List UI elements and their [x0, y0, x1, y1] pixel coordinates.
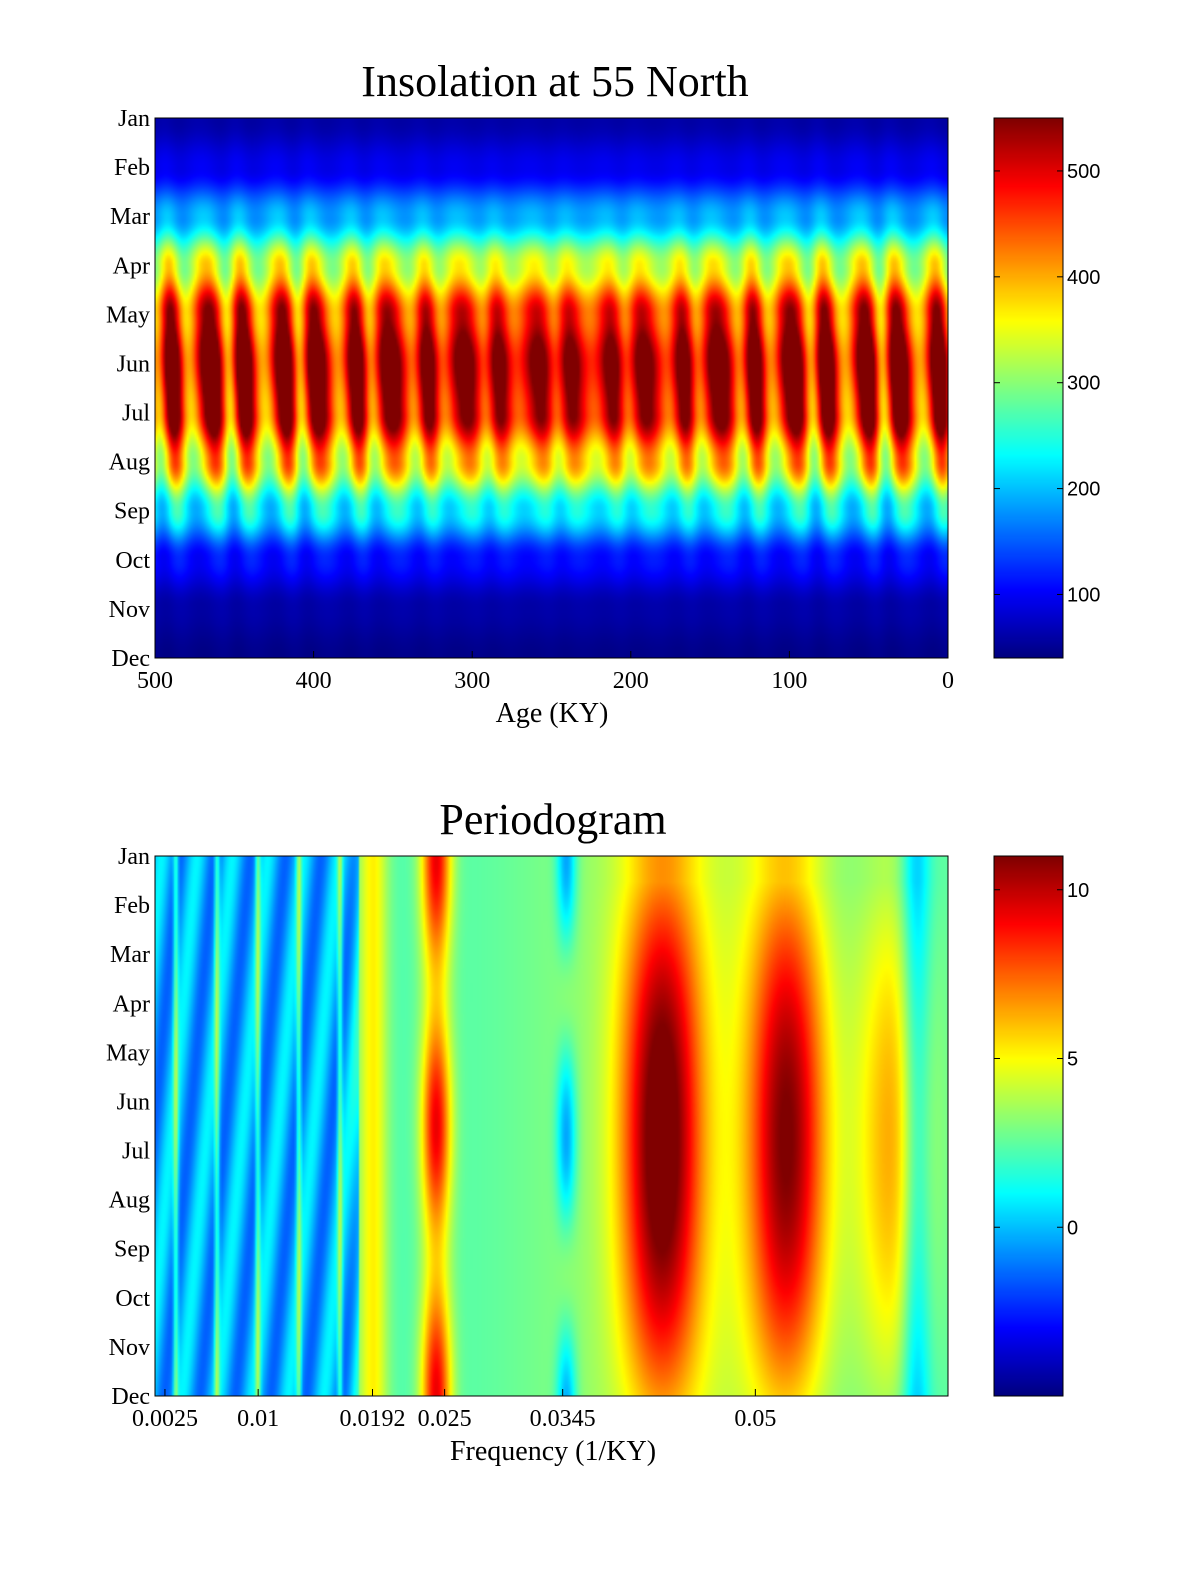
insolation-axes-frame	[154, 117, 949, 659]
insolation-y-tick-may: May	[106, 302, 150, 328]
periodogram-colorbar-tick-label: 10	[1067, 880, 1089, 902]
periodogram-y-tick-jul: Jul	[122, 1139, 150, 1165]
periodogram-y-tick-aug: Aug	[109, 1188, 150, 1214]
insolation-x-tick-label: 200	[613, 668, 649, 694]
insolation-y-tick-apr: Apr	[113, 253, 150, 279]
periodogram-colorbar-frame	[993, 855, 1064, 1397]
periodogram-x-tick-label: 0.0192	[340, 1406, 406, 1432]
periodogram-colorbar	[994, 856, 1063, 1396]
periodogram-colorbar-tick-label: 0	[1067, 1217, 1078, 1239]
periodogram-y-tick-may: May	[106, 1040, 150, 1066]
insolation-y-tick-aug: Aug	[109, 450, 150, 476]
periodogram-y-tick-jan: Jan	[118, 844, 150, 870]
periodogram-x-tick-label: 0.05	[734, 1406, 776, 1432]
periodogram-heatmap	[155, 856, 948, 1396]
insolation-y-tick-jan: Jan	[118, 106, 150, 132]
periodogram-y-tick-feb: Feb	[114, 893, 150, 919]
insolation-x-ticks: 500 400 300 200 100 0	[137, 651, 954, 694]
periodogram-y-tick-dec: Dec	[111, 1384, 150, 1410]
insolation-x-axis-label: Age (KY)	[496, 698, 609, 729]
insolation-y-tick-mar: Mar	[110, 204, 150, 230]
insolation-y-tick-dec: Dec	[111, 646, 150, 672]
insolation-colorbar-frame	[993, 117, 1064, 659]
insolation-y-tick-jul: Jul	[122, 401, 150, 427]
periodogram-x-ticks: 0.0025 0.01 0.0192 0.025 0.0345 0.05	[132, 1389, 776, 1432]
insolation-y-tick-feb: Feb	[114, 155, 150, 181]
insolation-y-tick-oct: Oct	[115, 548, 150, 574]
periodogram-colorbar-ticks: 0 5 10	[994, 880, 1089, 1239]
insolation-y-tick-sep: Sep	[114, 499, 150, 525]
periodogram-y-tick-oct: Oct	[115, 1286, 150, 1312]
insolation-x-tick-label: 100	[771, 668, 807, 694]
insolation-panel: Insolation at 55 North Jan Feb Mar Apr May Ju…	[106, 57, 1100, 729]
insolation-x-tick-label: 400	[296, 668, 332, 694]
periodogram-x-axis-label: Frequency (1/KY)	[450, 1436, 656, 1467]
periodogram-colorbar-tick-label: 5	[1067, 1049, 1078, 1071]
insolation-colorbar-ticks: 100 200 300 400 500	[994, 161, 1100, 606]
periodogram-y-tick-sep: Sep	[114, 1237, 150, 1263]
insolation-y-tick-nov: Nov	[109, 597, 150, 623]
periodogram-x-tick-label: 0.0345	[530, 1406, 596, 1432]
insolation-colorbar-tick-label: 200	[1067, 479, 1100, 501]
insolation-x-tick-label: 300	[454, 668, 490, 694]
periodogram-panel: Periodogram Jan Feb Mar Apr May Jun Jul Aug Sep O…	[106, 795, 1089, 1467]
periodogram-axes-frame	[154, 855, 949, 1397]
periodogram-y-tick-apr: Apr	[113, 991, 150, 1017]
insolation-title: Insolation at 55 North	[361, 57, 748, 106]
insolation-heatmap	[155, 118, 948, 658]
insolation-colorbar	[994, 118, 1063, 658]
insolation-y-tick-jun: Jun	[117, 351, 150, 377]
insolation-y-tick-labels: Jan Feb Mar Apr May Jun Jul Aug Sep Oct Nov Dec	[106, 106, 150, 672]
insolation-x-tick-label: 500	[137, 668, 173, 694]
insolation-colorbar-tick-label: 500	[1067, 161, 1100, 183]
periodogram-y-tick-nov: Nov	[109, 1335, 150, 1361]
insolation-x-tick-label: 0	[942, 668, 954, 694]
periodogram-y-tick-labels: Jan Feb Mar Apr May Jun Jul Aug Sep Oct Nov Dec	[106, 844, 150, 1410]
periodogram-x-tick-label: 0.0025	[132, 1406, 198, 1432]
insolation-colorbar-tick-label: 300	[1067, 373, 1100, 395]
periodogram-y-tick-mar: Mar	[110, 942, 150, 968]
periodogram-y-tick-jun: Jun	[117, 1089, 150, 1115]
insolation-colorbar-tick-label: 400	[1067, 267, 1100, 289]
periodogram-x-tick-label: 0.025	[418, 1406, 472, 1432]
insolation-colorbar-tick-label: 100	[1067, 584, 1100, 606]
periodogram-x-tick-label: 0.01	[237, 1406, 279, 1432]
periodogram-title: Periodogram	[439, 795, 666, 844]
